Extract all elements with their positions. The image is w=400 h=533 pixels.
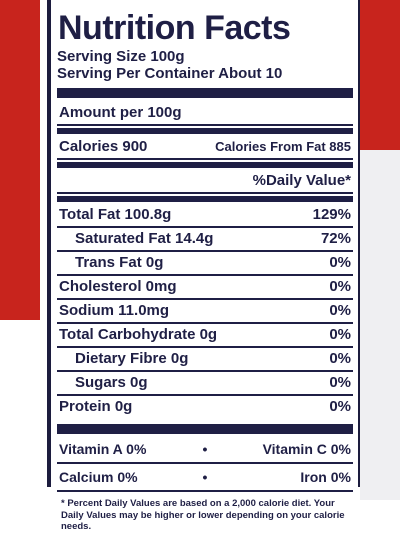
background-red-right — [360, 0, 400, 150]
nutrient-row: Protein 0g 0% — [57, 396, 353, 418]
nutrient-label: Dietary Fibre 0g — [75, 350, 189, 367]
nutrient-row: Saturated Fat 14.4g 72% — [57, 228, 353, 252]
bullet-separator: • — [202, 441, 208, 457]
nutrition-facts-panel: Nutrition Facts Serving Size 100g Servin… — [47, 0, 360, 532]
nutrient-dv: 0% — [329, 374, 351, 391]
calories-row: Calories 900 Calories From Fat 885 — [57, 136, 353, 160]
nutrient-label: Trans Fat 0g — [75, 254, 164, 271]
divider-thin — [57, 490, 353, 492]
nutrient-label: Total Carbohydrate 0g — [59, 326, 218, 343]
divider-thin — [57, 462, 353, 464]
serving-size: Serving Size 100g — [57, 48, 185, 65]
background-red-left — [0, 0, 40, 320]
label-title: Nutrition Facts — [58, 9, 291, 47]
vitamin-row: Calcium 0% • Iron 0% — [57, 466, 353, 488]
amount-per-label: Amount per 100g — [59, 104, 182, 121]
divider-medium — [57, 162, 353, 168]
divider-medium — [57, 196, 353, 202]
divider-thick — [57, 424, 353, 434]
nutrient-dv: 72% — [320, 230, 351, 247]
nutrient-dv: 0% — [329, 398, 351, 415]
nutrient-label: Protein 0g — [59, 398, 133, 415]
nutrient-label: Sodium 11.0mg — [59, 302, 170, 319]
nutrient-label: Cholesterol 0mg — [59, 278, 177, 295]
nutrient-label: Sugars 0g — [75, 374, 148, 391]
vitamin-right: Vitamin C 0% — [262, 441, 351, 457]
nutrient-label: Saturated Fat 14.4g — [75, 230, 214, 247]
nutrient-row: Dietary Fibre 0g 0% — [57, 348, 353, 372]
nutrient-row: Sugars 0g 0% — [57, 372, 353, 396]
vitamin-row: Vitamin A 0% • Vitamin C 0% — [57, 438, 353, 460]
nutrient-row: Total Carbohydrate 0g 0% — [57, 324, 353, 348]
nutrient-dv: 0% — [329, 254, 351, 271]
vitamin-left: Vitamin A 0% — [59, 441, 147, 457]
vitamin-right: Iron 0% — [300, 469, 351, 485]
amount-per-row: Amount per 100g — [57, 102, 353, 126]
nutrient-dv: 0% — [329, 278, 351, 295]
calories-from-fat: Calories From Fat 885 — [215, 139, 351, 154]
calories-label: Calories 900 — [59, 138, 148, 155]
nutrient-dv: 0% — [329, 350, 351, 367]
divider-thick — [57, 88, 353, 98]
nutrient-row: Cholesterol 0mg 0% — [57, 276, 353, 300]
divider-medium — [57, 128, 353, 134]
servings-per-container: Serving Per Container About 10 — [57, 65, 283, 82]
bullet-separator: • — [202, 469, 208, 485]
nutrient-dv: 0% — [329, 326, 351, 343]
nutrient-dv: 129% — [312, 206, 351, 223]
vitamin-left: Calcium 0% — [59, 469, 138, 485]
nutrient-row: Sodium 11.0mg 0% — [57, 300, 353, 324]
daily-value-header-row: %Daily Value* — [57, 170, 353, 194]
background-right — [360, 150, 400, 500]
nutrient-row: Trans Fat 0g 0% — [57, 252, 353, 276]
nutrient-dv: 0% — [329, 302, 351, 319]
daily-value-header: %Daily Value* — [252, 172, 351, 189]
nutrient-row: Total Fat 100.8g 129% — [57, 204, 353, 228]
nutrient-label: Total Fat 100.8g — [59, 206, 172, 223]
